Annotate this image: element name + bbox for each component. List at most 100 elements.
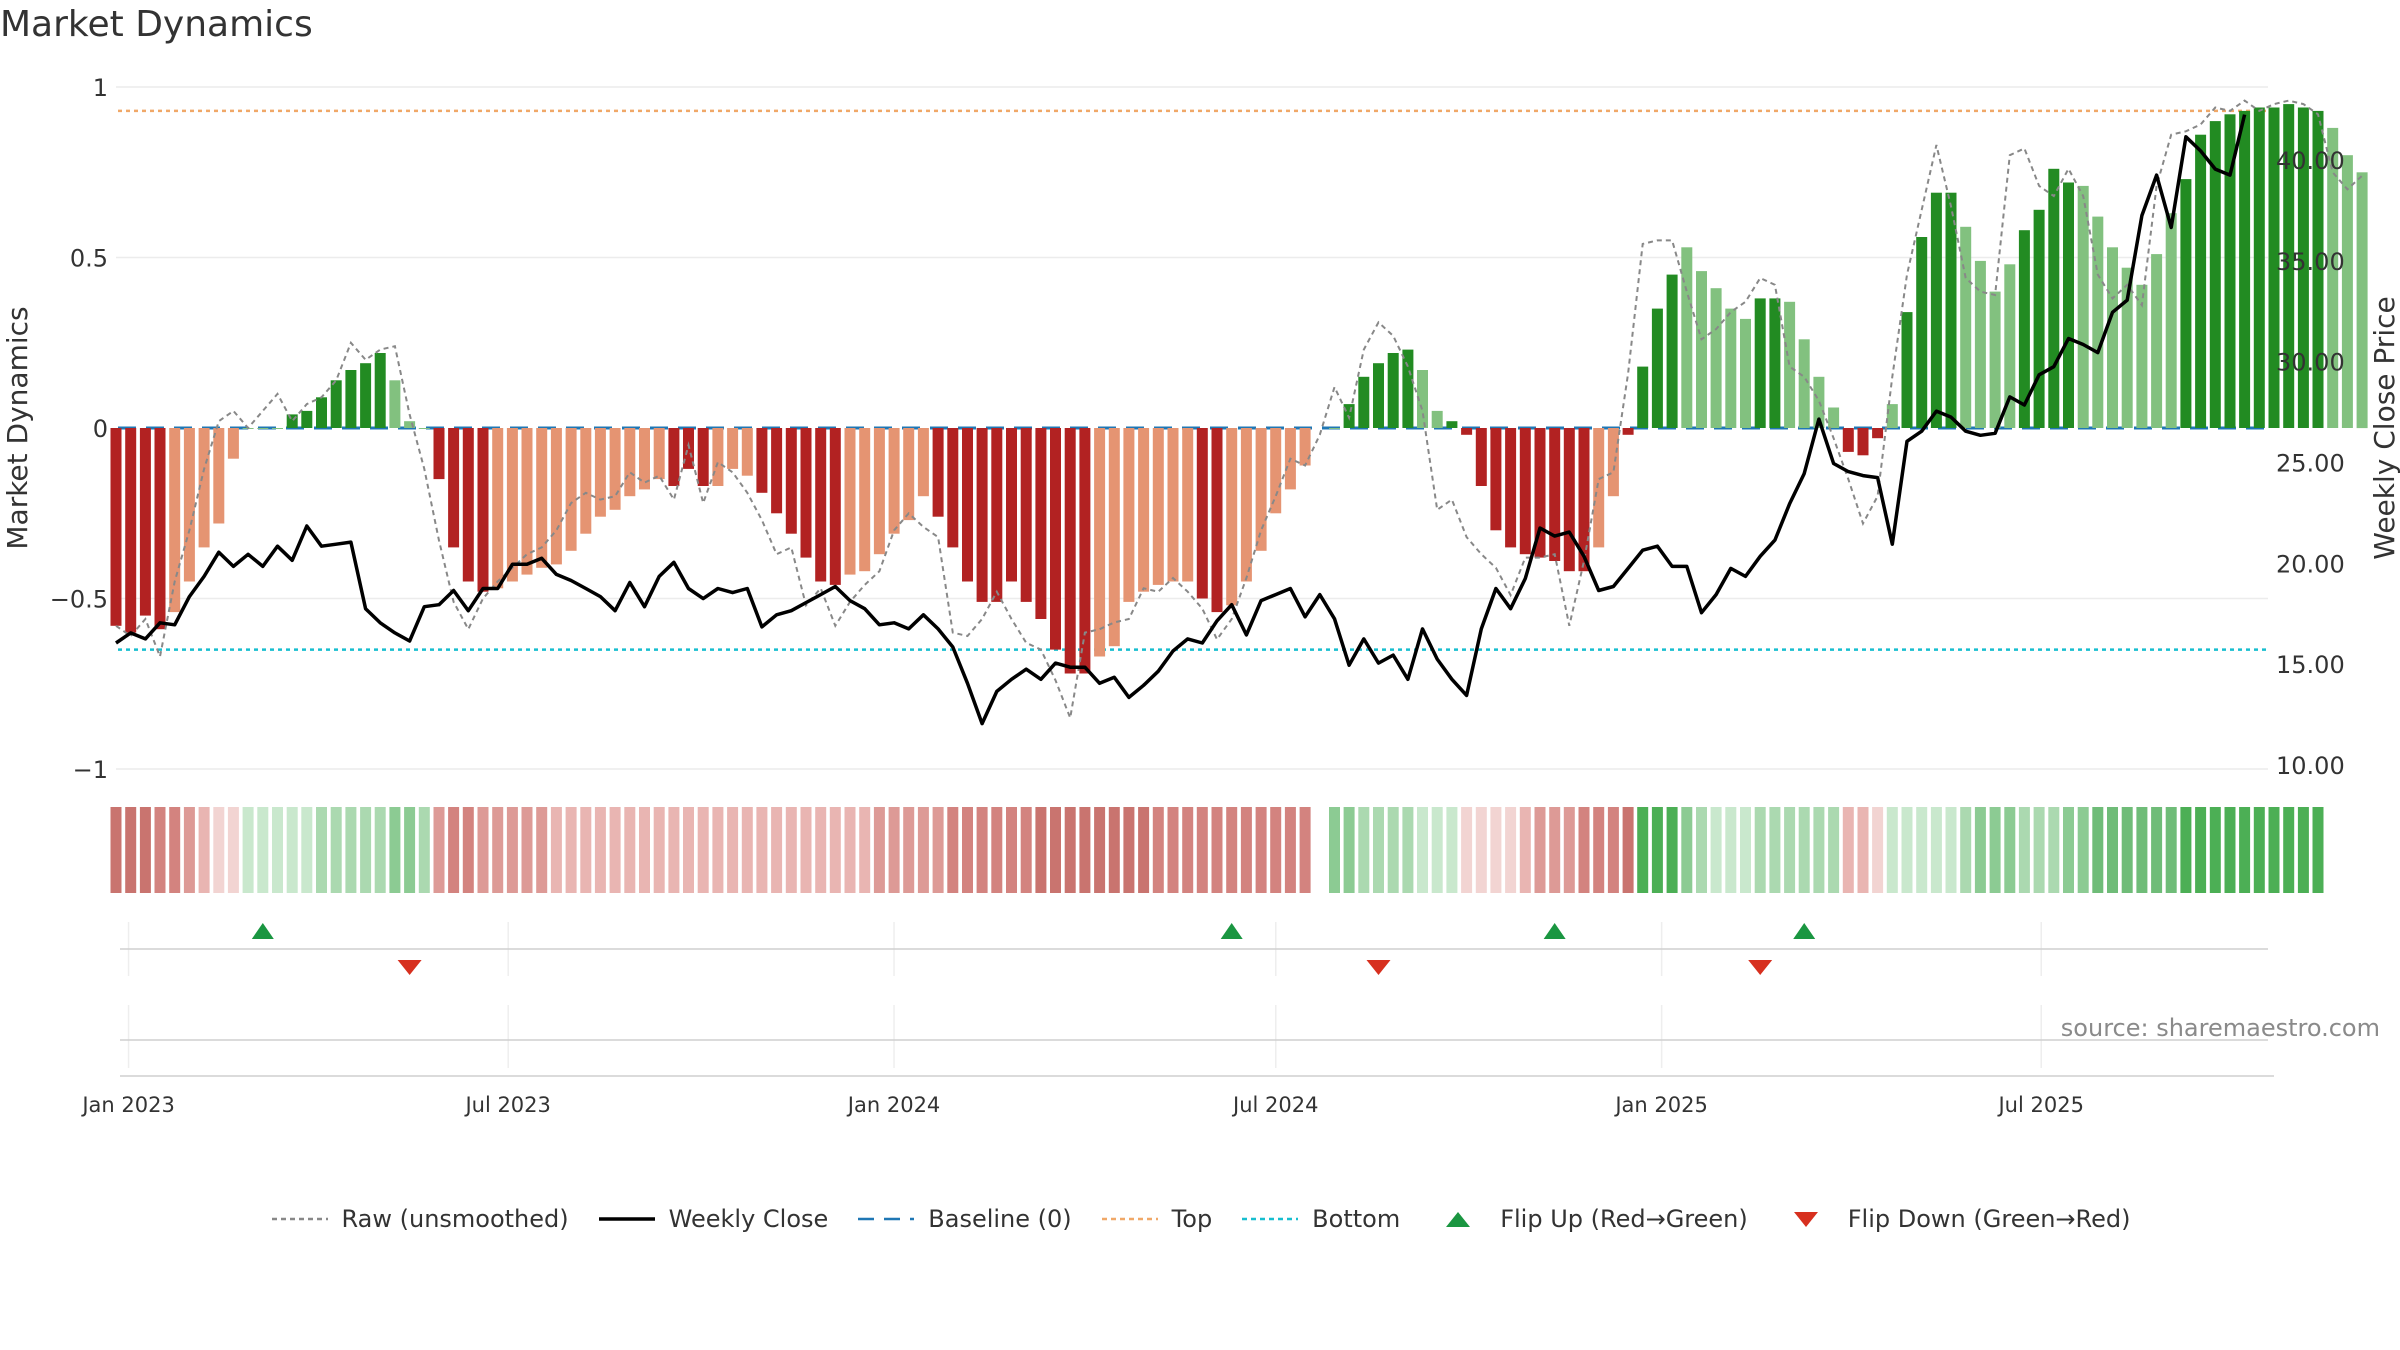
dynamics-bar — [991, 428, 1003, 602]
heat-cell — [110, 807, 122, 893]
flip-up-marker — [1220, 923, 1243, 939]
heat-cell — [1373, 807, 1384, 893]
dynamics-bar — [1050, 428, 1061, 650]
heat-cell — [1152, 807, 1164, 893]
heat-cell — [2018, 807, 2030, 893]
heat-cell — [1402, 807, 1414, 893]
dynamics-bar — [1842, 428, 1854, 452]
heat-cell — [639, 807, 650, 893]
legend-label: Flip Up (Red→Green) — [1500, 1205, 1748, 1233]
dynamics-bar — [639, 428, 650, 490]
heat-cell — [1079, 807, 1091, 893]
heat-cell — [1769, 807, 1781, 893]
dynamics-bar — [1930, 192, 1942, 428]
dynamics-bar — [727, 428, 739, 469]
dynamics-bar — [1505, 428, 1517, 548]
heat-cell — [169, 807, 181, 893]
dynamics-bar — [1593, 428, 1605, 548]
heat-cell — [1651, 807, 1663, 893]
y-tick-right: 20.00 — [2276, 550, 2345, 578]
heat-cell — [1725, 807, 1737, 893]
heat-cell — [1475, 807, 1487, 893]
dynamics-bar — [1461, 428, 1473, 435]
dynamics-bar — [1857, 428, 1869, 456]
heat-cell — [257, 807, 269, 893]
heat-cell — [506, 807, 518, 893]
dynamics-bar — [521, 428, 533, 575]
dynamics-bar — [1167, 428, 1179, 582]
dynamics-bar — [800, 428, 812, 558]
dynamics-bar — [756, 428, 768, 493]
dynamics-bar — [1622, 428, 1634, 435]
heat-cell — [771, 807, 783, 893]
heat-cell — [756, 807, 768, 893]
dynamics-bar — [2312, 110, 2324, 429]
heat-cell — [550, 807, 562, 893]
heat-cell — [1622, 807, 1634, 893]
legend-label: Top — [1171, 1205, 1213, 1233]
dynamics-bar — [888, 428, 900, 534]
heat-cell — [1211, 807, 1223, 893]
dynamics-bar — [1637, 366, 1649, 428]
heat-cell — [962, 807, 973, 893]
heat-cell — [2063, 807, 2074, 893]
dynamics-bar — [2356, 172, 2368, 429]
heat-cell — [1505, 807, 1517, 893]
heat-cell — [330, 807, 342, 893]
dynamics-bar — [903, 428, 915, 521]
heat-cell — [1696, 807, 1707, 893]
heat-cell — [1974, 807, 1986, 893]
heat-cell — [1123, 807, 1135, 893]
dynamics-bar — [1475, 428, 1487, 486]
heat-cell — [242, 807, 254, 893]
dynamics-bar — [1872, 428, 1884, 439]
dynamics-bar — [1666, 274, 1678, 428]
flip-up-marker — [251, 923, 274, 939]
heat-cell — [2048, 807, 2060, 893]
heat-cell — [1798, 807, 1810, 893]
dynamics-bar — [1901, 312, 1913, 428]
legend-swatch-flip_up — [1446, 1212, 1471, 1227]
dynamics-bar — [947, 428, 959, 548]
legend-label: Raw (unsmoothed) — [341, 1205, 569, 1233]
dynamics-bar — [2048, 168, 2060, 429]
heat-cell — [345, 807, 357, 893]
heat-cell — [2004, 807, 2016, 893]
heat-cell — [2121, 807, 2133, 893]
dynamics-bar — [1798, 339, 1810, 428]
heat-cell — [477, 807, 489, 893]
heat-cell — [2151, 807, 2163, 893]
dynamics-bar — [1402, 349, 1414, 428]
heat-cell — [492, 807, 504, 893]
heat-cell — [1270, 807, 1282, 893]
legend-item-flip_up: Flip Up (Red→Green) — [1428, 1205, 1748, 1233]
dynamics-bar — [418, 428, 430, 429]
heat-cell — [903, 807, 915, 893]
dynamics-bar — [1974, 260, 1986, 428]
heat-cell — [668, 807, 680, 893]
legend-label: Baseline (0) — [928, 1205, 1072, 1233]
dynamics-bar — [594, 428, 606, 517]
y-tick-left: 0.5 — [70, 245, 108, 273]
legend-label: Weekly Close — [668, 1205, 829, 1233]
dynamics-bar — [1549, 428, 1561, 561]
heat-cell — [1284, 807, 1296, 893]
dynamics-bar — [1079, 428, 1091, 674]
dynamics-bar — [1035, 428, 1047, 619]
dynamics-bar — [1329, 428, 1340, 429]
heat-cell — [1446, 807, 1458, 893]
heat-cell — [683, 807, 694, 893]
legend-swatch-raw — [271, 1217, 328, 1221]
dynamics-bar — [1064, 428, 1076, 674]
heat-cell — [712, 807, 724, 893]
heat-cell — [1901, 807, 1913, 893]
dynamics-bar — [1725, 308, 1737, 428]
dynamics-bar — [1299, 428, 1311, 466]
y-tick-left: 1 — [93, 74, 108, 102]
dynamics-bar — [213, 428, 225, 524]
flip-down-marker — [1748, 960, 1773, 975]
heat-cell — [1138, 807, 1150, 893]
x-tick-label: Jan 2023 — [80, 1093, 175, 1117]
dynamics-bar — [301, 410, 313, 428]
